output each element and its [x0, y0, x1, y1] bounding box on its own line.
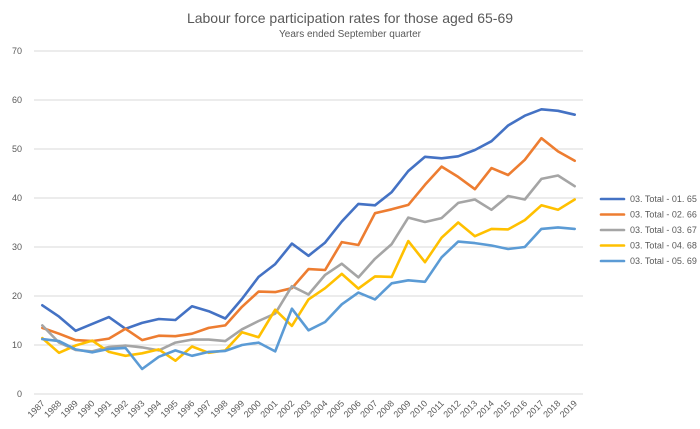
x-tick-label: 1994 — [142, 398, 163, 419]
x-tick-label: 2007 — [358, 398, 379, 419]
chart-title: Labour force participation rates for tho… — [187, 10, 513, 26]
y-tick-label: 0 — [17, 389, 22, 399]
x-tick-label: 2018 — [541, 398, 562, 419]
y-tick-label: 30 — [12, 242, 22, 252]
chart-subtitle: Years ended September quarter — [279, 29, 422, 40]
x-tick-label: 2019 — [558, 398, 579, 419]
x-tick-label: 2002 — [275, 398, 296, 419]
series-line-5 — [40, 226, 577, 371]
y-tick-label: 60 — [12, 95, 22, 105]
x-tick-label: 2010 — [408, 398, 429, 419]
x-tick-label: 2014 — [475, 398, 496, 419]
x-tick-label: 2012 — [441, 398, 462, 419]
x-tick-label: 1997 — [192, 398, 213, 419]
x-tick-label: 1993 — [125, 398, 146, 419]
x-tick-label: 2009 — [391, 398, 412, 419]
series-line-1 — [40, 108, 577, 333]
x-tick-label: 2005 — [325, 398, 346, 419]
x-tick-label: 1991 — [92, 398, 113, 419]
series-lines — [40, 108, 577, 371]
x-tick-label: 2008 — [375, 398, 396, 419]
legend-label: 03. Total - 03. 67 — [630, 225, 697, 235]
x-tick-label: 1996 — [175, 398, 196, 419]
x-tick-label: 2011 — [425, 398, 446, 419]
y-tick-label: 20 — [12, 291, 22, 301]
legend-label: 03. Total - 05. 69 — [630, 256, 697, 266]
x-tick-label: 2016 — [508, 398, 529, 419]
series-line-3 — [40, 174, 577, 353]
x-tick-label: 1989 — [59, 398, 80, 419]
y-tick-label: 50 — [12, 144, 22, 154]
y-axis-ticks: 0 10 20 30 40 50 60 70 — [12, 46, 22, 399]
x-tick-label: 2013 — [458, 398, 479, 419]
x-tick-label: 2003 — [292, 398, 313, 419]
x-tick-label: 2001 — [258, 398, 279, 419]
y-tick-label: 10 — [12, 340, 22, 350]
series-line-2 — [40, 136, 577, 343]
x-tick-label: 1998 — [208, 398, 229, 419]
gridlines — [34, 50, 583, 395]
x-tick-label: 2017 — [525, 398, 546, 419]
x-tick-label: 1988 — [42, 398, 63, 419]
y-tick-label: 70 — [12, 46, 22, 56]
legend-label: 03. Total - 04. 68 — [630, 241, 697, 251]
y-tick-label: 40 — [12, 193, 22, 203]
legend: 03. Total - 01. 65 03. Total - 02. 66 03. … — [599, 194, 697, 266]
x-tick-label: 2004 — [308, 398, 329, 419]
x-tick-label: 2000 — [242, 398, 263, 419]
x-tick-label: 1999 — [225, 398, 246, 419]
series-line-4 — [40, 198, 577, 363]
legend-label: 03. Total - 01. 65 — [630, 194, 697, 204]
x-tick-label: 2015 — [491, 398, 512, 419]
x-tick-label: 1987 — [25, 398, 46, 419]
x-axis-ticks: 1987198819891990199119921993199419951996… — [25, 398, 579, 419]
legend-label: 03. Total - 02. 66 — [630, 210, 697, 220]
x-tick-label: 1990 — [75, 398, 96, 419]
x-tick-label: 1992 — [109, 398, 130, 419]
x-tick-label: 1995 — [159, 398, 180, 419]
x-tick-label: 2006 — [342, 398, 363, 419]
